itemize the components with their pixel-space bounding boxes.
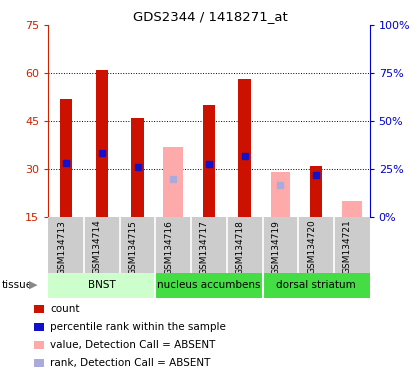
Bar <box>96 70 108 217</box>
Text: ▶: ▶ <box>29 280 37 290</box>
Text: GSM134716: GSM134716 <box>164 220 173 275</box>
Bar <box>239 79 251 217</box>
Text: nucleus accumbens: nucleus accumbens <box>157 280 261 290</box>
Text: rank, Detection Call = ABSENT: rank, Detection Call = ABSENT <box>50 358 211 368</box>
Text: GDS2344 / 1418271_at: GDS2344 / 1418271_at <box>133 10 287 23</box>
Text: GSM134717: GSM134717 <box>200 220 209 275</box>
Text: GSM134718: GSM134718 <box>236 220 244 275</box>
Bar <box>155 273 262 298</box>
Text: GSM134715: GSM134715 <box>129 220 138 275</box>
Text: value, Detection Call = ABSENT: value, Detection Call = ABSENT <box>50 340 216 350</box>
Bar <box>48 273 155 298</box>
Bar <box>342 201 362 217</box>
Bar <box>262 273 370 298</box>
Text: percentile rank within the sample: percentile rank within the sample <box>50 322 226 332</box>
Bar <box>270 172 290 217</box>
Text: dorsal striatum: dorsal striatum <box>276 280 356 290</box>
Text: GSM134720: GSM134720 <box>307 220 316 275</box>
Bar <box>60 99 72 217</box>
Bar <box>203 105 215 217</box>
Text: GSM134721: GSM134721 <box>343 220 352 275</box>
Text: count: count <box>50 304 80 314</box>
Bar <box>163 147 183 217</box>
Text: tissue: tissue <box>2 280 33 290</box>
Text: GSM134719: GSM134719 <box>271 220 281 275</box>
Text: GSM134713: GSM134713 <box>57 220 66 275</box>
Bar <box>131 118 144 217</box>
Bar <box>310 166 322 217</box>
Text: GSM134714: GSM134714 <box>93 220 102 275</box>
Text: BNST: BNST <box>88 280 116 290</box>
